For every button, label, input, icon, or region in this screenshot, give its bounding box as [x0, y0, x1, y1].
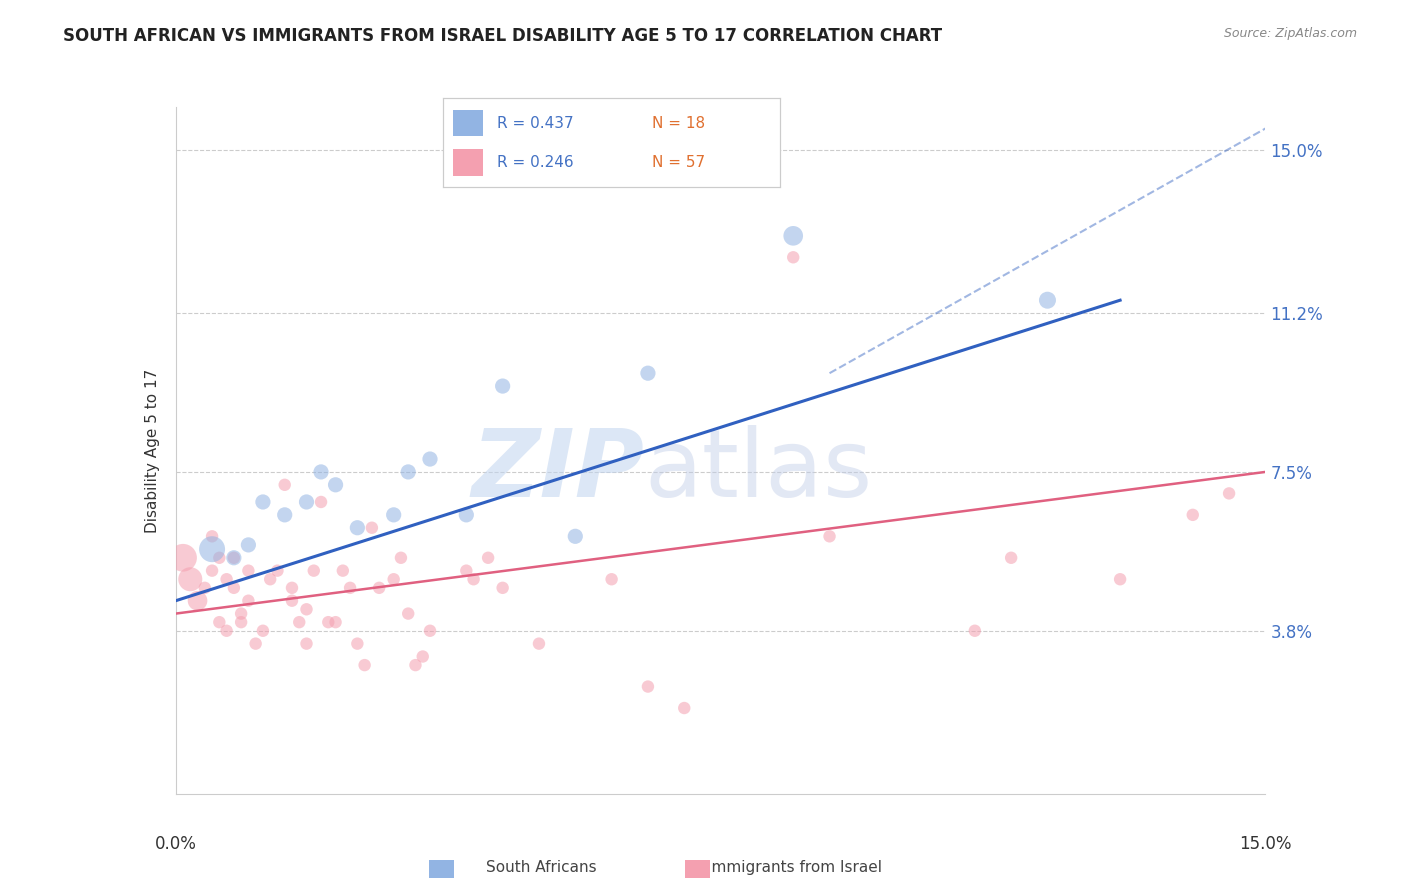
Bar	[453, 149, 484, 176]
Point	[456, 508, 478, 522]
Point	[222, 581, 245, 595]
Point	[492, 379, 515, 393]
Point	[419, 624, 441, 638]
Point	[201, 564, 224, 578]
Text: 15.0%: 15.0%	[1239, 835, 1292, 853]
Point	[346, 637, 368, 651]
Point	[318, 615, 340, 630]
Point	[637, 680, 659, 694]
Point	[332, 564, 354, 578]
Point	[281, 593, 304, 607]
Point	[564, 529, 586, 543]
Point	[368, 581, 391, 595]
Point	[463, 572, 485, 586]
Text: N = 18: N = 18	[652, 116, 706, 130]
Point	[325, 478, 347, 492]
Point	[274, 478, 297, 492]
Point	[215, 624, 238, 638]
Point	[179, 572, 201, 586]
Point	[215, 572, 238, 586]
Point	[389, 550, 412, 565]
Point	[309, 495, 332, 509]
Point	[245, 637, 267, 651]
Point	[201, 542, 224, 557]
Point	[208, 550, 231, 565]
Point	[673, 701, 696, 715]
Point	[412, 649, 434, 664]
Point	[527, 637, 550, 651]
Point	[281, 581, 304, 595]
Text: South Africans: South Africans	[486, 861, 596, 875]
Point	[1109, 572, 1132, 586]
Point	[339, 581, 361, 595]
Point	[309, 465, 332, 479]
Bar	[453, 110, 484, 136]
Point	[186, 593, 209, 607]
Point	[353, 658, 375, 673]
Point	[963, 624, 986, 638]
Point	[477, 550, 499, 565]
Point	[266, 564, 288, 578]
Point	[360, 521, 382, 535]
Point	[231, 615, 253, 630]
Point	[238, 564, 260, 578]
Point	[405, 658, 427, 673]
Point	[172, 550, 194, 565]
Point	[1181, 508, 1204, 522]
Point	[396, 465, 419, 479]
Point	[238, 538, 260, 552]
Text: R = 0.437: R = 0.437	[496, 116, 574, 130]
Text: SOUTH AFRICAN VS IMMIGRANTS FROM ISRAEL DISABILITY AGE 5 TO 17 CORRELATION CHART: SOUTH AFRICAN VS IMMIGRANTS FROM ISRAEL …	[63, 27, 942, 45]
Text: N = 57: N = 57	[652, 155, 706, 169]
Point	[492, 581, 515, 595]
Point	[201, 529, 224, 543]
Point	[231, 607, 253, 621]
Point	[346, 521, 368, 535]
Point	[325, 615, 347, 630]
Y-axis label: Disability Age 5 to 17: Disability Age 5 to 17	[145, 368, 160, 533]
Point	[637, 366, 659, 380]
Point	[1036, 293, 1059, 308]
Point	[600, 572, 623, 586]
Point	[419, 452, 441, 467]
Point	[382, 572, 405, 586]
Point	[222, 550, 245, 565]
Point	[194, 581, 217, 595]
Text: 0.0%: 0.0%	[155, 835, 197, 853]
Point	[782, 250, 804, 264]
Point	[259, 572, 281, 586]
Text: Source: ZipAtlas.com: Source: ZipAtlas.com	[1223, 27, 1357, 40]
Point	[1218, 486, 1240, 500]
Point	[302, 564, 325, 578]
Text: atlas: atlas	[644, 425, 873, 517]
Point	[208, 615, 231, 630]
Point	[382, 508, 405, 522]
Point	[252, 624, 274, 638]
Point	[396, 607, 419, 621]
Point	[274, 508, 297, 522]
Point	[295, 495, 318, 509]
Point	[288, 615, 311, 630]
Point	[238, 593, 260, 607]
Text: R = 0.246: R = 0.246	[496, 155, 574, 169]
Point	[782, 228, 804, 243]
Text: ZIP: ZIP	[471, 425, 644, 517]
Point	[222, 550, 245, 565]
Point	[252, 495, 274, 509]
Point	[456, 564, 478, 578]
Point	[1000, 550, 1022, 565]
Point	[295, 637, 318, 651]
Point	[818, 529, 841, 543]
Point	[295, 602, 318, 616]
Text: Immigrants from Israel: Immigrants from Israel	[707, 861, 882, 875]
